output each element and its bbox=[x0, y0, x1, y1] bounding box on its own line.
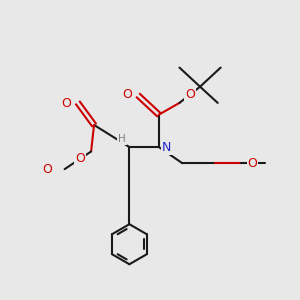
Text: H: H bbox=[118, 134, 126, 144]
Text: O: O bbox=[248, 157, 257, 170]
Text: O: O bbox=[122, 88, 132, 101]
Text: O: O bbox=[43, 163, 52, 176]
Text: O: O bbox=[185, 88, 195, 101]
Text: O: O bbox=[75, 152, 85, 165]
Text: O: O bbox=[61, 97, 71, 110]
Text: N: N bbox=[161, 141, 171, 154]
